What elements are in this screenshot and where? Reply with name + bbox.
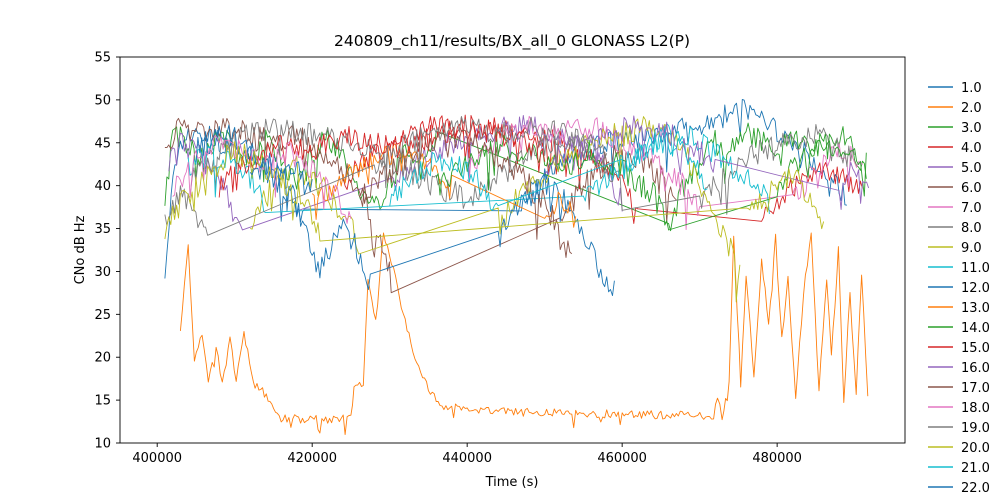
legend-label: 14.0 xyxy=(961,321,990,336)
legend-label: 6.0 xyxy=(961,181,982,196)
legend-label: 1.0 xyxy=(961,81,982,96)
series-line-11.0 xyxy=(187,123,770,214)
legend-entry: 21.0 xyxy=(928,461,990,476)
series-line-6.0 xyxy=(164,117,677,294)
legend-entry: 16.0 xyxy=(928,361,990,376)
legend-entry: 18.0 xyxy=(928,401,990,416)
series-line-12.0 xyxy=(195,124,615,297)
series-line-21.0 xyxy=(389,132,708,211)
legend-label: 15.0 xyxy=(961,341,990,356)
legend-label: 5.0 xyxy=(961,161,982,176)
series-line-2.0 xyxy=(179,232,869,436)
legend-label: 9.0 xyxy=(961,241,982,256)
legend-entry: 19.0 xyxy=(928,421,990,436)
legend-label: 4.0 xyxy=(961,141,982,156)
legend-entry: 2.0 xyxy=(928,101,982,116)
legend-entry: 22.0 xyxy=(928,481,990,496)
y-tick-label: 40 xyxy=(94,179,111,194)
y-axis-label: CNo dB Hz xyxy=(73,215,88,284)
legend-entry: 20.0 xyxy=(928,441,990,456)
legend-entry: 7.0 xyxy=(928,201,982,216)
y-tick-label: 35 xyxy=(94,222,111,237)
legend-entry: 13.0 xyxy=(928,301,990,316)
legend-label: 11.0 xyxy=(961,261,990,276)
x-tick-label: 460000 xyxy=(597,451,647,466)
legend-entry: 14.0 xyxy=(928,321,990,336)
y-tick-label: 20 xyxy=(94,351,111,366)
y-tick-label: 50 xyxy=(94,93,111,108)
legend: 1.0 2.0 3.0 4.0 5.0 6.0 7.0 8.0 9.0 11.0 12.0 13.0 1… xyxy=(928,81,990,496)
x-tick-label: 420000 xyxy=(287,451,337,466)
y-tick-label: 15 xyxy=(94,394,111,409)
x-axis-label: Time (s) xyxy=(485,475,539,490)
legend-label: 20.0 xyxy=(961,441,990,456)
legend-entry: 1.0 xyxy=(928,81,982,96)
legend-label: 17.0 xyxy=(961,381,990,396)
legend-label: 3.0 xyxy=(961,121,982,136)
series-line-20.0 xyxy=(164,141,825,242)
legend-label: 22.0 xyxy=(961,481,990,496)
legend-entry: 8.0 xyxy=(928,221,982,236)
legend-label: 8.0 xyxy=(961,221,982,236)
legend-label: 18.0 xyxy=(961,401,990,416)
y-tick-label: 10 xyxy=(94,437,111,452)
series-line-19.0 xyxy=(164,115,608,236)
series-line-22.0 xyxy=(249,152,313,196)
legend-entry: 15.0 xyxy=(928,341,990,356)
plot-frame xyxy=(119,56,906,444)
legend-label: 19.0 xyxy=(961,421,990,436)
legend-entry: 9.0 xyxy=(928,241,982,256)
y-tick-label: 55 xyxy=(94,51,111,66)
legend-label: 12.0 xyxy=(961,281,990,296)
legend-entry: 11.0 xyxy=(928,261,990,276)
legend-entry: 3.0 xyxy=(928,121,982,136)
legend-entry: 5.0 xyxy=(928,161,982,176)
series-line-14.0 xyxy=(435,131,867,231)
plot-area xyxy=(164,98,870,436)
legend-label: 21.0 xyxy=(961,461,990,476)
y-tick-label: 25 xyxy=(94,308,111,323)
series-line-16.0 xyxy=(544,115,870,210)
chart-title: 240809_ch11/results/BX_all_0 GLONASS L2(… xyxy=(334,32,690,51)
legend-label: 7.0 xyxy=(961,201,982,216)
legend-entry: 6.0 xyxy=(928,181,982,196)
legend-label: 2.0 xyxy=(961,101,982,116)
x-tick-label: 400000 xyxy=(132,451,182,466)
y-tick-label: 45 xyxy=(94,136,111,151)
x-tick-label: 480000 xyxy=(752,451,802,466)
y-tick-label: 30 xyxy=(94,265,111,280)
series-line-17.0 xyxy=(358,129,573,258)
axes-ticks: 400000 420000 440000 460000 480000 10 15 20 25 30… xyxy=(94,51,802,467)
legend-label: 13.0 xyxy=(961,301,990,316)
x-tick-label: 440000 xyxy=(442,451,492,466)
legend-entry: 12.0 xyxy=(928,281,990,296)
legend-entry: 4.0 xyxy=(928,141,982,156)
series-line-15.0 xyxy=(218,114,546,198)
legend-label: 16.0 xyxy=(961,361,990,376)
legend-entry: 17.0 xyxy=(928,381,990,396)
